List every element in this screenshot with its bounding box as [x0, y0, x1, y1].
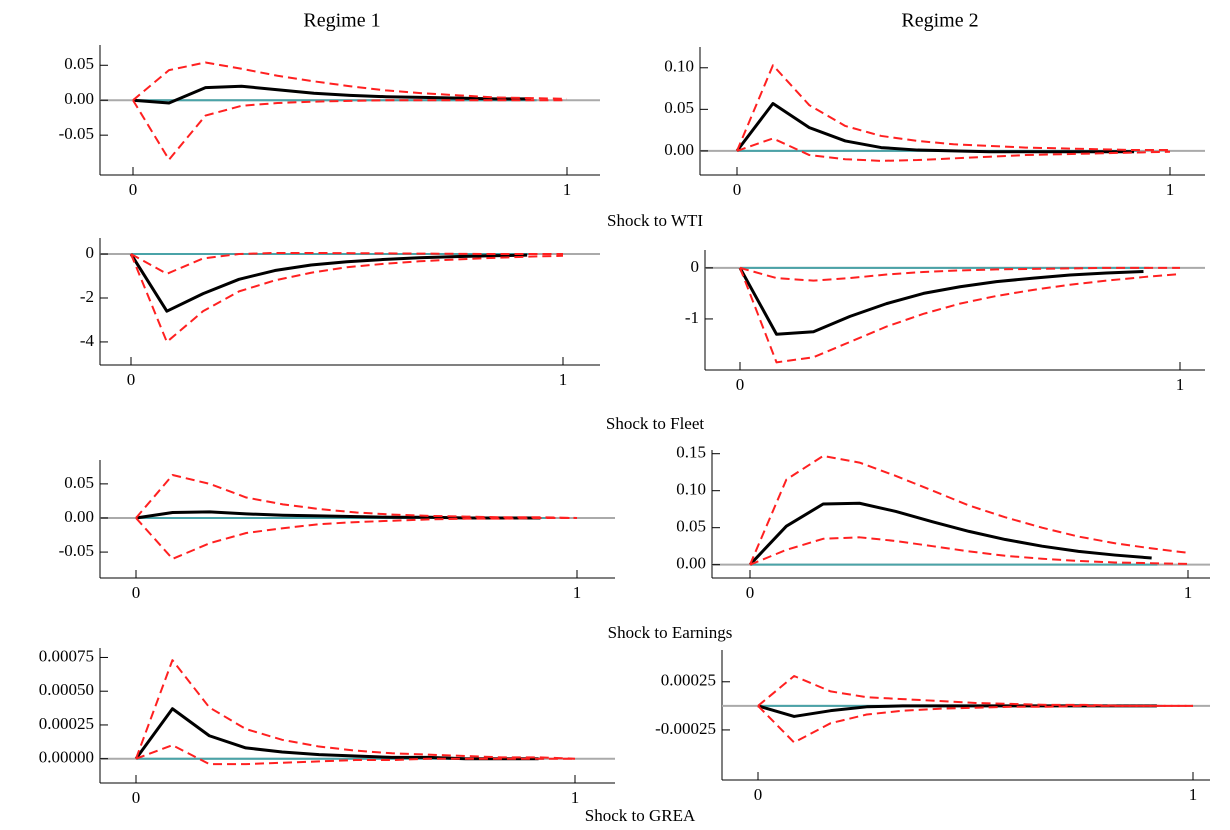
series-line — [757, 704, 1193, 744]
series-line — [132, 99, 567, 161]
y-tick-label: 0.05 — [64, 473, 94, 492]
y-tick-label: 0 — [86, 243, 95, 262]
y-tick-label: 0.10 — [676, 480, 706, 499]
series-line — [134, 707, 539, 761]
x-tick-label: 0 — [736, 375, 745, 394]
series-line — [135, 516, 577, 560]
series-line — [739, 266, 1180, 282]
series-line — [130, 253, 564, 343]
y-tick-label: 0.00050 — [39, 680, 94, 699]
series-line — [736, 64, 1170, 152]
y-tick-label: 0.00 — [64, 89, 94, 108]
series-line — [135, 659, 576, 760]
x-tick-label: 0 — [129, 180, 138, 199]
series-line — [749, 454, 1189, 566]
series-line — [757, 675, 1193, 707]
y-tick-label: 0.00075 — [39, 646, 94, 665]
series-line — [135, 510, 541, 520]
row-title: Shock to Earnings — [608, 623, 733, 642]
x-tick-label: 0 — [746, 583, 755, 602]
row-title: Shock to GREA — [585, 806, 696, 825]
series-line — [748, 501, 1152, 566]
series-line — [749, 536, 1189, 566]
y-tick-label: 0.00 — [664, 140, 694, 159]
column-title: Regime 2 — [901, 10, 978, 32]
x-tick-label: 0 — [733, 180, 742, 199]
column-title: Regime 1 — [303, 10, 380, 32]
series-line — [735, 102, 1135, 154]
series-line — [132, 84, 531, 105]
series-line — [738, 267, 1144, 336]
x-tick-label: 1 — [1189, 785, 1198, 804]
x-tick-label: 1 — [1184, 583, 1193, 602]
y-tick-label: -4 — [80, 331, 95, 350]
y-tick-label: 0.15 — [676, 443, 706, 462]
y-tick-label: -0.00025 — [655, 719, 716, 738]
series-line — [130, 251, 563, 275]
series-line — [736, 137, 1171, 162]
series-line — [739, 267, 1181, 364]
x-tick-label: 0 — [754, 785, 763, 804]
x-tick-label: 0 — [132, 788, 141, 807]
y-tick-label: 0 — [691, 257, 700, 276]
series-line — [135, 474, 578, 519]
y-tick-label: -2 — [80, 287, 94, 306]
series-line — [135, 744, 575, 766]
y-tick-label: -1 — [685, 308, 699, 327]
y-tick-label: 0.00 — [64, 507, 94, 526]
series-line — [757, 704, 1157, 718]
x-tick-label: 1 — [1176, 375, 1185, 394]
y-tick-label: 0.00 — [676, 554, 706, 573]
y-tick-label: 0.05 — [676, 517, 706, 536]
x-tick-label: 1 — [573, 583, 582, 602]
y-tick-label: 0.00000 — [39, 748, 94, 767]
y-tick-label: 0.10 — [664, 57, 694, 76]
y-tick-label: 0.00025 — [661, 671, 716, 690]
x-tick-label: 1 — [563, 180, 572, 199]
x-tick-label: 1 — [559, 370, 568, 389]
x-tick-label: 1 — [1166, 180, 1175, 199]
row-title: Shock to Fleet — [606, 414, 704, 433]
y-tick-label: -0.05 — [59, 541, 94, 560]
series-line — [132, 61, 568, 101]
y-tick-label: 0.05 — [664, 98, 694, 117]
x-tick-label: 0 — [127, 370, 136, 389]
row-title: Shock to WTI — [607, 211, 703, 230]
series-line — [129, 253, 528, 313]
y-tick-label: 0.00025 — [39, 714, 94, 733]
y-tick-label: -0.05 — [59, 124, 94, 143]
x-tick-label: 1 — [571, 788, 580, 807]
y-tick-label: 0.05 — [64, 54, 94, 73]
x-tick-label: 0 — [132, 583, 141, 602]
